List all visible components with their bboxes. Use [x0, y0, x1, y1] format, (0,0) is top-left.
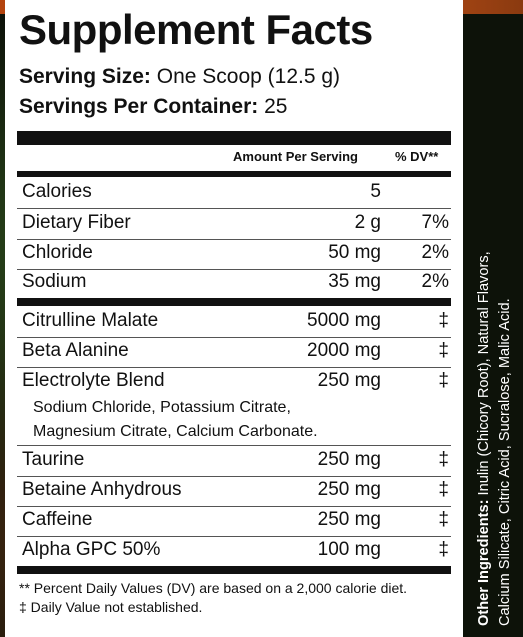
row-name: Citrulline Malate: [22, 310, 159, 331]
row-dv: ‡: [438, 509, 449, 530]
row-alpha-gpc: Alpha GPC 50% 100 mg ‡: [17, 536, 451, 566]
other-ingredients-side: Other Ingredients: Inulin (Chicory Root)…: [468, 0, 523, 637]
row-dv: ‡: [438, 449, 449, 470]
row-amount: 5: [370, 181, 381, 202]
row-dietary-fiber: Dietary Fiber 2 g 7%: [17, 209, 451, 240]
other-ingredients-text: Other Ingredients: Inulin (Chicory Root)…: [474, 0, 523, 630]
row-chloride: Chloride 50 mg 2%: [17, 239, 451, 270]
row-amount: 50 mg: [328, 242, 381, 263]
row-dv: ‡: [438, 479, 449, 500]
row-taurine: Taurine 250 mg ‡: [17, 446, 451, 477]
row-dv: ‡: [438, 340, 449, 361]
ingredients-line-1-text: Inulin (Chicory Root), Natural Flavors,: [476, 251, 492, 496]
ingredients-line-2: Calcium Silicate, Citric Acid, Sucralose…: [497, 298, 513, 626]
servings-per-container: Servings Per Container: 25: [19, 94, 287, 120]
ingredients-line-1: Other Ingredients: Inulin (Chicory Root)…: [474, 0, 495, 626]
row-dv: ‡: [438, 310, 449, 331]
row-dv: 2%: [421, 242, 449, 263]
serving-size-label: Serving Size:: [19, 65, 151, 88]
row-dv: 7%: [421, 212, 449, 233]
row-name: Sodium: [22, 271, 87, 292]
row-dv: ‡: [438, 539, 449, 560]
row-name: Taurine: [22, 449, 85, 470]
servings-value: 25: [264, 95, 288, 118]
row-amount: 250 mg: [317, 370, 381, 391]
row-name: Alpha GPC 50%: [22, 539, 161, 560]
row-name: Electrolyte Blend: [22, 370, 165, 391]
row-caffeine: Caffeine 250 mg ‡: [17, 506, 451, 537]
row-amount: 5000 mg: [307, 310, 381, 331]
row-name: Betaine Anhydrous: [22, 479, 182, 500]
row-dv: 2%: [421, 271, 449, 292]
thick-divider-bottom: [17, 566, 451, 574]
row-electrolyte-blend: Electrolyte Blend 250 mg ‡: [17, 367, 451, 397]
row-name: Calories: [22, 181, 92, 202]
row-name: Dietary Fiber: [22, 212, 131, 233]
supplement-facts-panel: Supplement Facts Serving Size: One Scoop…: [5, 0, 463, 637]
divider-blend: [17, 445, 451, 446]
row-citrulline-malate: Citrulline Malate 5000 mg ‡: [17, 307, 451, 338]
row-dv: ‡: [438, 370, 449, 391]
row-betaine-anhydrous: Betaine Anhydrous 250 mg ‡: [17, 476, 451, 507]
footnote-dagger: ‡ Daily Value not established.: [19, 599, 203, 615]
serving-size: Serving Size: One Scoop (12.5 g): [19, 64, 340, 90]
row-amount: 35 mg: [328, 271, 381, 292]
blend-ingredients-line-2: Magnesium Citrate, Calcium Carbonate.: [33, 423, 318, 440]
row-amount: 250 mg: [317, 509, 381, 530]
row-amount: 250 mg: [317, 449, 381, 470]
header-dv: % DV**: [395, 149, 439, 164]
thick-divider-middle: [17, 298, 451, 306]
thick-divider-top: [17, 131, 451, 145]
row-name: Caffeine: [22, 509, 93, 530]
blend-ingredients-line-1: Sodium Chloride, Potassium Citrate,: [33, 399, 291, 416]
row-sodium: Sodium 35 mg 2%: [17, 268, 451, 298]
footnote-dv: ** Percent Daily Values (DV) are based o…: [19, 580, 408, 596]
row-amount: 2000 mg: [307, 340, 381, 361]
thick-divider-header: [17, 171, 451, 177]
servings-label: Servings Per Container:: [19, 95, 259, 118]
row-amount: 100 mg: [317, 539, 381, 560]
row-amount: 2 g: [354, 212, 381, 233]
serving-size-value: One Scoop (12.5 g): [156, 65, 341, 88]
row-beta-alanine: Beta Alanine 2000 mg ‡: [17, 337, 451, 368]
row-amount: 250 mg: [317, 479, 381, 500]
row-calories: Calories 5: [17, 178, 451, 209]
row-name: Chloride: [22, 242, 93, 263]
ingredients-label: Other Ingredients:: [476, 499, 492, 627]
header-amount: Amount Per Serving: [233, 149, 358, 164]
row-name: Beta Alanine: [22, 340, 129, 361]
label-title: Supplement Facts: [19, 6, 373, 53]
